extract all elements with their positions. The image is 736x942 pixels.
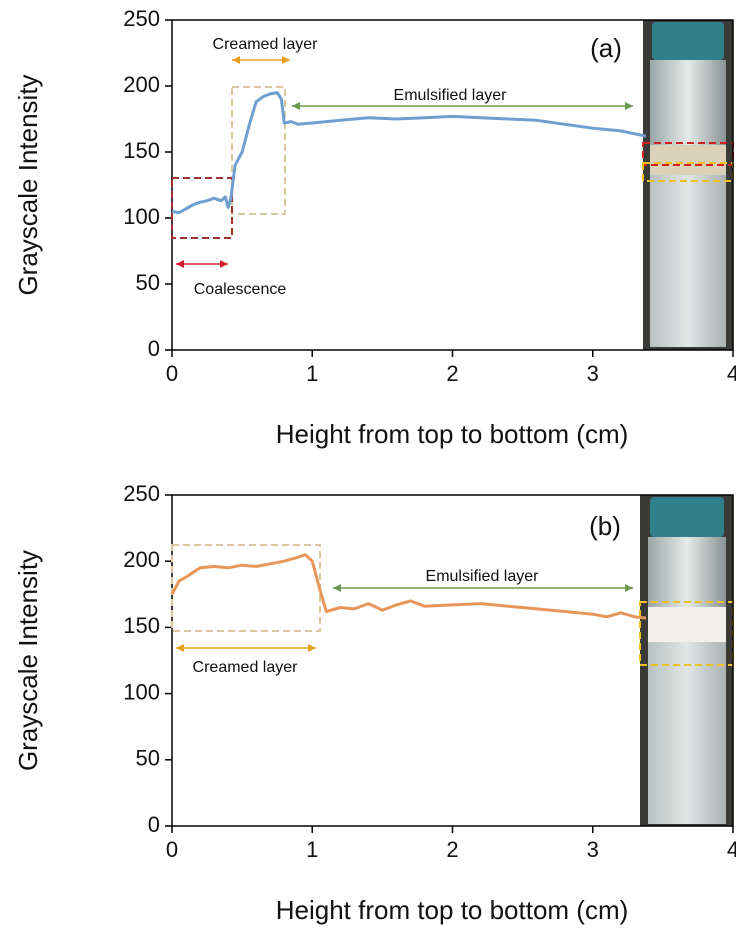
y-tick-label: 200 — [123, 72, 160, 97]
x-tick-label: 3 — [587, 361, 599, 386]
y-tick-label: 250 — [123, 481, 160, 506]
annotation: Creamed layer — [213, 36, 319, 53]
annotation: Coalescence — [194, 281, 287, 298]
y-tick-label: 200 — [123, 547, 160, 572]
x-tick-label: 1 — [306, 837, 318, 862]
x-tick-label: 2 — [446, 361, 458, 386]
x-tick-label: 1 — [306, 361, 318, 386]
x-tick-label: 2 — [446, 837, 458, 862]
annotation: Emulsified layer — [426, 568, 540, 585]
y-tick-label: 150 — [123, 613, 160, 638]
x-tick-label: 0 — [166, 361, 178, 386]
y-tick-label: 50 — [136, 270, 160, 295]
x-tick-label: 4 — [727, 837, 736, 862]
y-tick-label: 0 — [148, 812, 160, 837]
data-line — [171, 91, 647, 215]
x-tick-label: 4 — [727, 361, 736, 386]
annotation: Creamed layer — [193, 659, 299, 676]
vial-photo-b — [639, 495, 734, 826]
annotation: Emulsified layer — [394, 87, 508, 104]
annotation-box — [231, 86, 286, 215]
x-axis-title: Height from top to bottom (cm) — [276, 895, 629, 925]
x-axis-title: Height from top to bottom (cm) — [276, 419, 629, 449]
y-axis-title: Grayscale Intensity — [13, 550, 43, 771]
y-tick-label: 50 — [136, 746, 160, 771]
data-line — [170, 553, 647, 620]
y-axis-title: Grayscale Intensity — [13, 74, 43, 295]
panel-label: (a) — [590, 33, 622, 63]
x-tick-label: 3 — [587, 837, 599, 862]
annotation-box — [171, 177, 233, 239]
panel-label: (b) — [589, 511, 621, 541]
y-tick-label: 0 — [148, 336, 160, 361]
y-tick-label: 250 — [123, 6, 160, 31]
y-tick-label: 100 — [123, 679, 160, 704]
y-tick-label: 150 — [123, 138, 160, 163]
vial-photo-a — [642, 20, 734, 350]
y-tick-label: 100 — [123, 204, 160, 229]
x-tick-label: 0 — [166, 837, 178, 862]
